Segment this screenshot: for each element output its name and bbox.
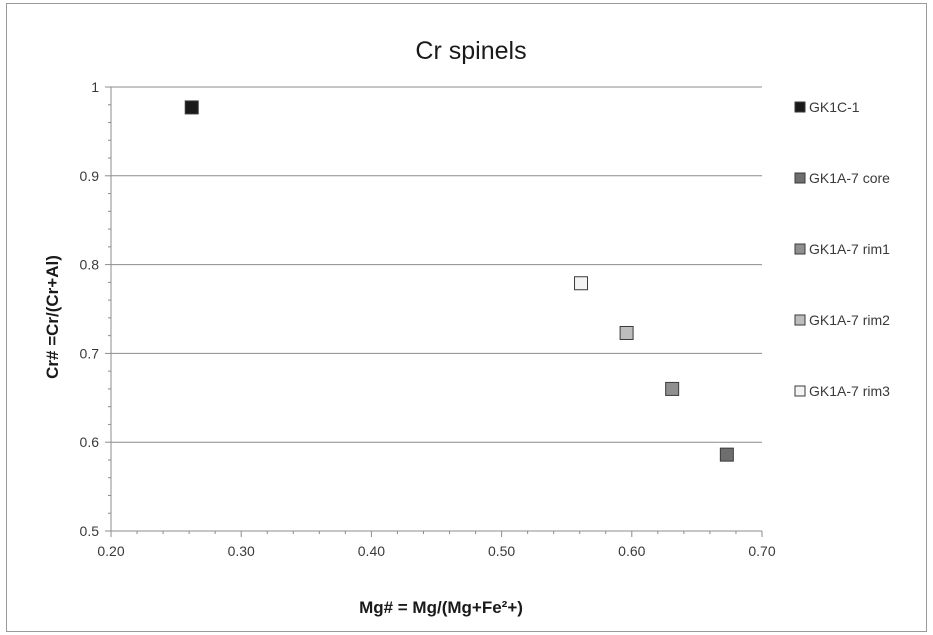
point-gk1a-7-rim2 (619, 325, 634, 340)
x-tick-label: 0.20 (97, 543, 124, 559)
chart-title: Cr spinels (415, 37, 526, 65)
y-axis-label: Cr# =Cr/(Cr+Al) (43, 255, 62, 379)
point-gk1a-7-rim1 (665, 381, 680, 396)
y-tick-label: 0.8 (80, 257, 100, 273)
axes (110, 87, 762, 532)
legend-swatch (794, 243, 806, 255)
y-tick-label: 1 (91, 79, 99, 95)
legend-label: GK1A-7 rim2 (809, 312, 890, 328)
y-axis-ticks: 0.5 0.6 0.7 0.8 0.9 1 (80, 79, 111, 539)
y-tick-label: 0.9 (80, 168, 100, 184)
legend-label: GK1A-7 rim3 (809, 383, 890, 399)
x-axis-ticks: 0.20 0.30 0.40 0.50 0.60 0.70 (97, 531, 776, 559)
x-tick-label: 0.40 (358, 543, 385, 559)
point-gk1a-7-core (719, 447, 734, 462)
x-axis-label: Mg# = Mg/(Mg+Fe²+) (359, 598, 523, 617)
legend-label: GK1A-7 core (809, 170, 890, 186)
legend-label: GK1C-1 (809, 99, 860, 115)
point-gk1a-7-rim3 (574, 276, 589, 291)
x-tick-label: 0.60 (618, 543, 645, 559)
x-tick-label: 0.50 (488, 543, 515, 559)
legend-label: GK1A-7 rim1 (809, 241, 890, 257)
y-tick-label: 0.7 (80, 345, 100, 361)
legend-swatch (794, 101, 806, 113)
grid-lines (111, 86, 762, 443)
legend-swatch (794, 172, 806, 184)
y-tick-label: 0.6 (80, 434, 100, 450)
scatter-chart: Cr spinels 0.20 0.30 0.40 0.50 0.60 0.70 0.50… (43, 37, 890, 617)
legend-swatch (794, 314, 806, 326)
legend: GK1C-1 GK1A-7 core GK1A-7 rim1 GK1A-7 rim2 G… (794, 99, 890, 399)
x-tick-label: 0.30 (228, 543, 255, 559)
y-tick-label: 0.5 (80, 523, 100, 539)
point-gk1c-1 (184, 100, 199, 115)
x-tick-label: 0.70 (748, 543, 775, 559)
data-points (184, 100, 734, 462)
legend-swatch (794, 385, 806, 397)
chart-frame: Cr spinels 0.20 0.30 0.40 0.50 0.60 0.70 0.5 0… (6, 3, 927, 632)
